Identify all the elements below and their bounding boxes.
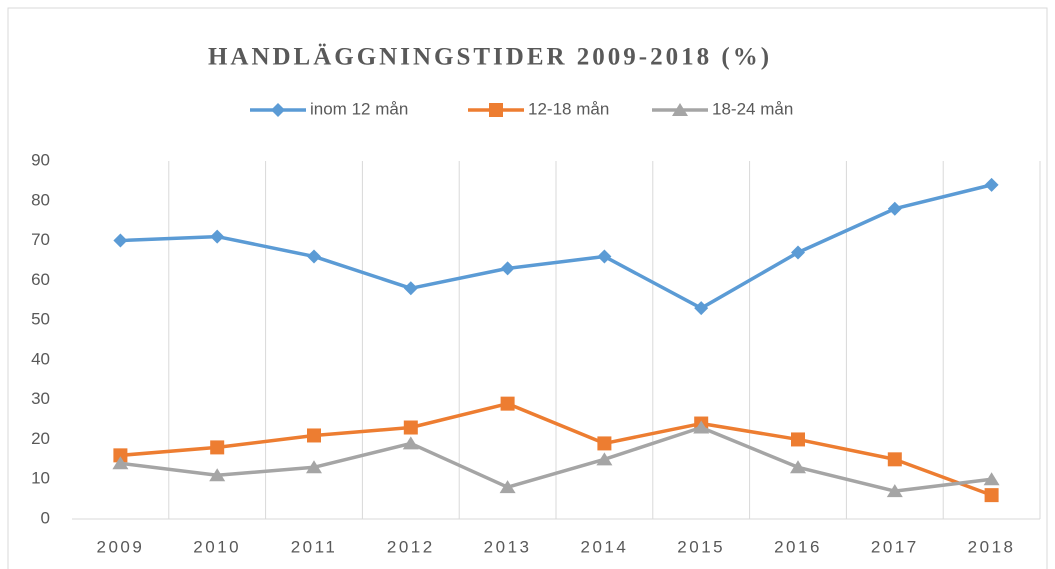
y-tick-label: 60	[31, 270, 50, 289]
marker	[271, 103, 285, 117]
marker	[693, 420, 710, 434]
x-tick-label: 2016	[774, 537, 822, 556]
x-tick-label: 2014	[580, 537, 628, 556]
marker	[984, 488, 999, 503]
marker	[983, 472, 1000, 486]
chart-title: HANDLÄGGNINGSTIDER 2009-2018 (%)	[208, 44, 772, 71]
marker	[112, 456, 129, 470]
marker	[791, 245, 805, 260]
marker	[694, 301, 709, 316]
marker	[597, 436, 612, 451]
x-tick-label: 2009	[96, 537, 144, 556]
legend-label: 12-18 mån	[528, 99, 609, 118]
marker	[984, 177, 999, 192]
marker	[306, 460, 322, 474]
marker	[500, 261, 515, 276]
marker	[596, 452, 613, 466]
marker	[886, 484, 903, 498]
marker	[113, 233, 128, 248]
y-tick-label: 80	[31, 190, 50, 209]
marker	[672, 103, 688, 116]
marker	[307, 428, 321, 443]
y-tick-label: 70	[31, 230, 50, 249]
chart-border	[7, 7, 1048, 569]
x-tick-label: 2012	[387, 537, 435, 556]
marker	[403, 420, 418, 435]
marker	[790, 460, 806, 474]
y-tick-label: 20	[31, 429, 50, 448]
y-tick-label: 90	[31, 150, 50, 169]
marker	[489, 103, 503, 117]
series-line	[120, 183, 993, 310]
x-tick-label: 2015	[677, 537, 725, 556]
marker	[307, 249, 321, 264]
marker	[113, 448, 128, 463]
legend-label: inom 12 mån	[310, 99, 408, 118]
marker	[500, 396, 515, 411]
y-tick-label: 0	[41, 508, 50, 527]
x-tick-label: 2017	[871, 537, 919, 556]
marker	[403, 281, 418, 296]
marker	[402, 436, 419, 450]
y-tick-label: 50	[31, 310, 50, 329]
x-tick-label: 2018	[968, 537, 1016, 556]
x-tick-label: 2010	[193, 537, 241, 556]
marker	[210, 440, 225, 455]
marker	[209, 468, 226, 482]
marker	[887, 452, 902, 467]
marker	[791, 432, 805, 447]
y-tick-label: 10	[31, 469, 50, 488]
series-line	[120, 425, 992, 493]
y-tick-label: 30	[31, 389, 50, 408]
x-tick-label: 2011	[291, 537, 338, 556]
marker	[210, 229, 225, 244]
marker	[597, 249, 612, 264]
series-line	[120, 401, 993, 497]
marker	[887, 201, 902, 216]
legend-label: 18-24 mån	[712, 99, 793, 118]
marker	[499, 480, 516, 494]
x-tick-label: 2013	[484, 537, 532, 556]
y-tick-label: 40	[31, 349, 50, 368]
